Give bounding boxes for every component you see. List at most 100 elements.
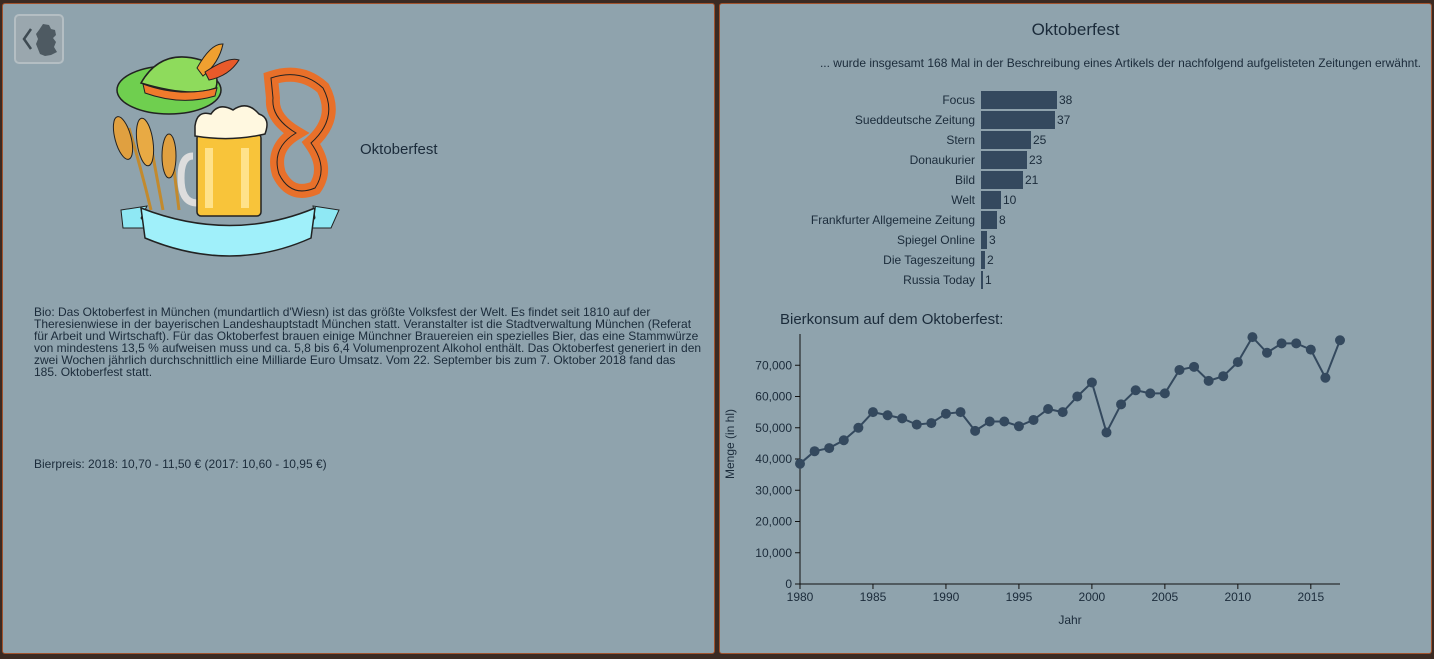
bar-category-label: Russia Today xyxy=(903,273,975,287)
data-point[interactable] xyxy=(1174,364,1185,375)
data-point[interactable] xyxy=(882,410,893,421)
y-tick-label: 40,000 xyxy=(755,452,792,466)
oktoberfest-illustration xyxy=(112,43,340,257)
data-point[interactable] xyxy=(853,422,864,433)
data-point[interactable] xyxy=(809,446,820,457)
bar-value-label: 23 xyxy=(1029,153,1043,167)
bar-category-label: Sueddeutsche Zeitung xyxy=(855,113,975,127)
data-point[interactable] xyxy=(1013,421,1024,432)
detail-panel: Oktoberfest Bio: Das Oktoberfest in Münc… xyxy=(2,3,715,654)
bar-category-label: Stern xyxy=(946,133,975,147)
bar-value-label: 25 xyxy=(1033,133,1047,147)
series-line xyxy=(799,335,1341,465)
x-tick-label: 1985 xyxy=(860,590,887,604)
item-title: Oktoberfest xyxy=(360,141,438,158)
bar-category-label: Die Tageszeitung xyxy=(883,253,975,267)
data-point[interactable] xyxy=(1189,361,1200,372)
bio-text: Bio: Das Oktoberfest in München (mundart… xyxy=(34,305,702,379)
bar-value-label: 2 xyxy=(987,253,994,267)
data-point[interactable] xyxy=(999,416,1010,427)
x-tick-label: 1995 xyxy=(1006,590,1033,604)
bar-category-label: Spiegel Online xyxy=(897,233,975,247)
data-point[interactable] xyxy=(838,435,849,446)
ribbon-banner-icon xyxy=(120,205,340,257)
back-button[interactable] xyxy=(14,14,64,64)
bar-category-label: Welt xyxy=(951,193,975,207)
data-point[interactable] xyxy=(1335,335,1345,346)
data-point[interactable] xyxy=(1086,377,1097,388)
data-point[interactable] xyxy=(1218,371,1229,382)
y-tick-label: 70,000 xyxy=(755,358,792,372)
data-point[interactable] xyxy=(1145,388,1156,399)
statistics-panel: Oktoberfest ... wurde insgesamt 168 Mal … xyxy=(719,3,1432,654)
bar[interactable] xyxy=(981,91,1057,109)
bar-value-label: 38 xyxy=(1059,93,1073,107)
data-point[interactable] xyxy=(897,413,908,424)
data-point[interactable] xyxy=(1291,338,1302,349)
data-point[interactable] xyxy=(940,408,951,419)
data-point[interactable] xyxy=(1203,375,1214,386)
x-tick-label: 1990 xyxy=(933,590,960,604)
bar[interactable] xyxy=(981,131,1031,149)
beer-price-text: Bierpreis: 2018: 10,70 - 11,50 € (2017: … xyxy=(34,457,327,471)
bar-category-label: Bild xyxy=(955,173,975,187)
y-tick-label: 30,000 xyxy=(755,483,792,497)
bar[interactable] xyxy=(981,231,987,249)
statistics-title: Oktoberfest xyxy=(1031,20,1120,39)
y-tick-label: 10,000 xyxy=(755,546,792,560)
x-tick-label: 1980 xyxy=(787,590,814,604)
data-point[interactable] xyxy=(1232,357,1243,368)
data-point[interactable] xyxy=(926,418,937,429)
chevron-left-germany-map-icon xyxy=(22,24,57,56)
bar-value-label: 1 xyxy=(985,273,992,287)
data-point[interactable] xyxy=(1247,332,1258,343)
bar[interactable] xyxy=(981,251,985,269)
bar[interactable] xyxy=(981,271,983,289)
data-point[interactable] xyxy=(1320,372,1331,383)
data-point[interactable] xyxy=(984,416,995,427)
y-axis-label: Menge (in hl) xyxy=(723,409,737,479)
data-point[interactable] xyxy=(1043,404,1054,414)
y-tick-label: 60,000 xyxy=(755,390,792,404)
bar-value-label: 37 xyxy=(1057,113,1071,127)
data-point[interactable] xyxy=(1262,347,1273,358)
wheat-icon xyxy=(112,116,181,211)
data-point[interactable] xyxy=(911,419,922,430)
data-point[interactable] xyxy=(1028,414,1039,425)
data-point[interactable] xyxy=(1305,344,1316,355)
x-tick-label: 2000 xyxy=(1079,590,1106,604)
beer-consumption-line-chart: 0 10,000 20,000 30,000 40,000 50,000 60,000 70,… xyxy=(723,332,1345,627)
data-point[interactable] xyxy=(970,425,981,436)
bar-category-label: Frankfurter Allgemeine Zeitung xyxy=(811,213,975,227)
y-tick-label: 0 xyxy=(785,577,792,591)
bar-value-label: 3 xyxy=(989,233,996,247)
data-point[interactable] xyxy=(955,407,966,418)
newspaper-bar-chart: Focus 38 Sueddeutsche Zeitung 37 Stern 25 Dona… xyxy=(811,91,1073,289)
pretzel-icon xyxy=(263,67,336,198)
bar-value-label: 8 xyxy=(999,213,1006,227)
line-chart-title: Bierkonsum auf dem Oktoberfest: xyxy=(780,311,1004,328)
data-point[interactable] xyxy=(1116,399,1127,410)
data-point[interactable] xyxy=(1276,338,1287,349)
data-point[interactable] xyxy=(867,407,878,418)
y-tick-label: 20,000 xyxy=(755,515,792,529)
bar[interactable] xyxy=(981,111,1055,129)
data-point[interactable] xyxy=(795,458,805,469)
bar[interactable] xyxy=(981,191,1001,209)
x-tick-label: 2015 xyxy=(1297,590,1324,604)
bar-value-label: 21 xyxy=(1025,173,1039,187)
bar-value-label: 10 xyxy=(1003,193,1017,207)
data-point[interactable] xyxy=(824,443,835,454)
data-point[interactable] xyxy=(1072,391,1083,402)
bar-category-label: Focus xyxy=(942,93,975,107)
x-tick-label: 2010 xyxy=(1224,590,1251,604)
data-point[interactable] xyxy=(1130,385,1141,396)
data-point[interactable] xyxy=(1057,407,1068,418)
beer-mug-icon xyxy=(177,105,268,217)
bar[interactable] xyxy=(981,171,1023,189)
data-point[interactable] xyxy=(1101,427,1112,438)
data-point[interactable] xyxy=(1159,388,1170,399)
bar[interactable] xyxy=(981,211,997,229)
bar[interactable] xyxy=(981,151,1027,169)
bar-category-label: Donaukurier xyxy=(910,153,975,167)
